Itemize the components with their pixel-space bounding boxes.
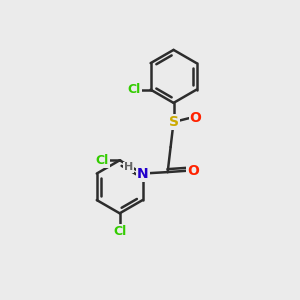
Text: Cl: Cl — [95, 154, 109, 167]
Text: N: N — [137, 167, 148, 181]
Text: H: H — [124, 162, 133, 172]
Text: O: O — [190, 111, 202, 124]
Text: O: O — [187, 164, 199, 178]
Text: S: S — [169, 115, 178, 129]
Text: Cl: Cl — [113, 225, 126, 238]
Text: Cl: Cl — [128, 83, 141, 96]
